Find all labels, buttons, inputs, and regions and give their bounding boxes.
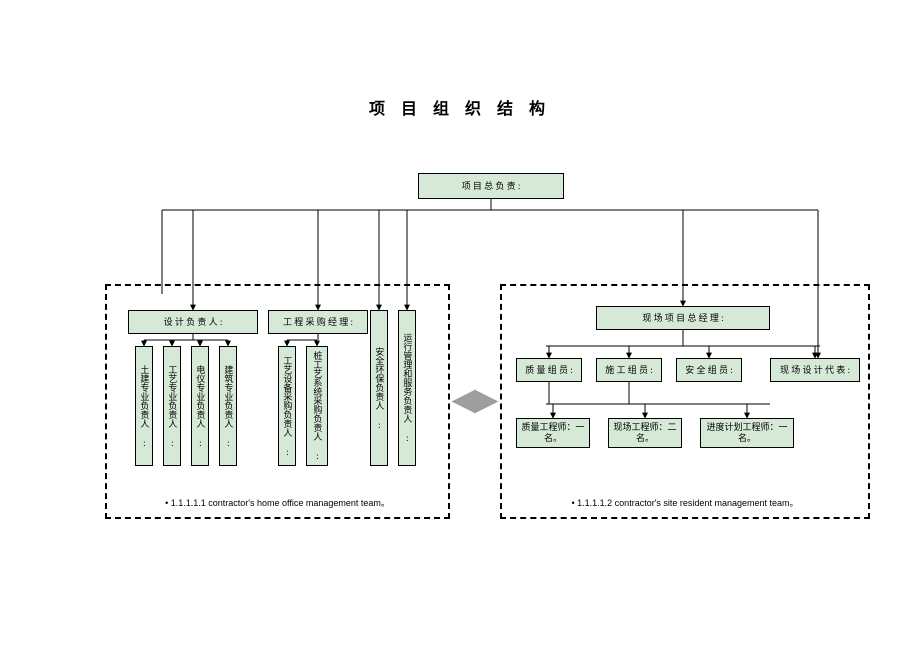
node-ops-service-lead: 运行管理和服务负责人 : <box>398 310 416 466</box>
node-design-lead: 设 计 负 责 人 : <box>128 310 258 334</box>
node-procurement-manager: 工 程 采 购 经 理 : <box>268 310 368 334</box>
node-site-design-rep: 现 场 设 计 代 表 : <box>770 358 860 382</box>
node-arch-lead: 建筑专业负责人 : <box>219 346 237 466</box>
node-quality-team: 质 量 组 员 : <box>516 358 582 382</box>
node-schedule-engineer: 进度计划工程师：一名。 <box>700 418 794 448</box>
node-process-lead: 工艺专业负责人 : <box>163 346 181 466</box>
node-civil-lead: 土建专业负责人 : <box>135 346 153 466</box>
node-system-procure-lead: 桩工艺系统采购负责人 : <box>306 346 328 466</box>
node-project-general-manager: 项 目 总 负 责 : <box>418 173 564 199</box>
node-ei-lead: 电仪专业负责人 : <box>191 346 209 466</box>
node-site-general-manager: 现 场 项 目 总 经 理 : <box>596 306 770 330</box>
node-safety-team: 安 全 组 员 : <box>676 358 742 382</box>
node-site-engineer: 现场工程师：二名。 <box>608 418 682 448</box>
right-group-caption: • 1.1.1.1.2 contractor's site resident m… <box>502 496 868 509</box>
node-hse-lead: 安全环保负责人 : <box>370 310 388 466</box>
left-group-caption: • 1.1.1.1.1 contractor's home office man… <box>107 496 448 509</box>
diagram-title: 项 目 组 织 结 构 <box>0 95 920 119</box>
node-quality-engineer: 质量工程师：一名。 <box>516 418 590 448</box>
node-equip-procure-lead: 工艺设备采购负责人 : <box>278 346 296 466</box>
node-construction-team: 施 工 组 员 : <box>596 358 662 382</box>
